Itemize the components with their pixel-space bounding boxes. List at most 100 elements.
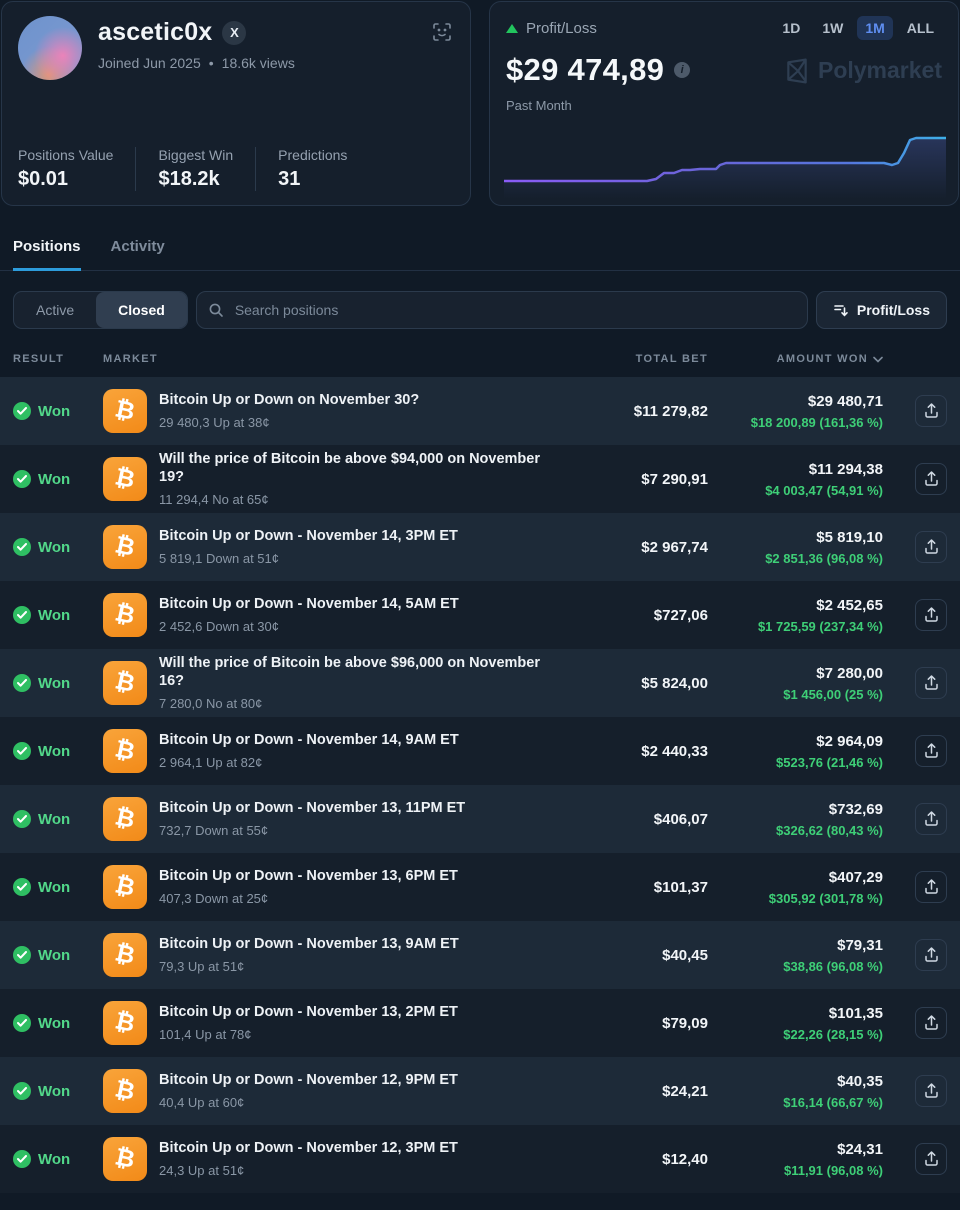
sort-descending-icon [834, 305, 848, 317]
position-row[interactable]: Won ₿ Bitcoin Up or Down on November 30?… [0, 377, 960, 445]
result-badge: Won [13, 674, 103, 692]
share-position-button[interactable] [915, 1007, 947, 1039]
market-title: Will the price of Bitcoin be above $96,0… [159, 655, 541, 689]
amount-won-value: $101,35 [828, 1004, 883, 1022]
profit-value: $11,91 (96,08 %) [783, 1162, 883, 1178]
result-label: Won [38, 470, 71, 488]
amount-won-cell: $732,69 $326,62 (80,43 %) [708, 801, 883, 838]
bitcoin-icon: ₿ [103, 797, 147, 841]
result-label: Won [38, 606, 71, 624]
search-input[interactable] [195, 291, 808, 329]
amount-won-value: $40,35 [837, 1072, 883, 1090]
result-label: Won [38, 674, 71, 692]
share-position-button[interactable] [915, 531, 947, 563]
toggle-closed-button[interactable]: Closed [96, 292, 187, 328]
total-bet-value: $2 440,33 [641, 742, 708, 760]
profit-loss-sort-button[interactable]: Profit/Loss [815, 291, 947, 329]
market-detail: 2 964,1 Up at 82¢ [159, 755, 263, 771]
col-amount-won[interactable]: AMOUNT WON [708, 353, 883, 365]
col-market: MARKET [103, 353, 158, 365]
share-position-button[interactable] [915, 939, 947, 971]
stat-biggest-win: Biggest Win $18.2k [135, 147, 255, 191]
profit-value: $326,62 (80,43 %) [776, 822, 883, 838]
bitcoin-icon: ₿ [103, 389, 147, 433]
position-row[interactable]: Won ₿ Will the price of Bitcoin be above… [0, 649, 960, 717]
position-row[interactable]: Won ₿ Bitcoin Up or Down - November 14, … [0, 513, 960, 581]
share-position-button[interactable] [915, 803, 947, 835]
market-cell: ₿ Bitcoin Up or Down - November 13, 2PM … [103, 1001, 548, 1045]
range-1m-button[interactable]: 1M [857, 16, 893, 40]
share-position-button[interactable] [915, 599, 947, 631]
total-bet-value: $12,40 [662, 1150, 708, 1168]
won-check-icon [13, 538, 31, 556]
username: ascetic0x [98, 18, 213, 46]
position-row[interactable]: Won ₿ Bitcoin Up or Down - November 13, … [0, 921, 960, 989]
positions-table-body: Won ₿ Bitcoin Up or Down on November 30?… [0, 377, 960, 1193]
views-count: 18.6k views [221, 55, 295, 71]
position-row[interactable]: Won ₿ Bitcoin Up or Down - November 14, … [0, 581, 960, 649]
filter-controls: Active Closed Profit/Loss [13, 291, 947, 329]
face-scan-icon[interactable] [432, 22, 452, 47]
share-position-button[interactable] [915, 1075, 947, 1107]
profit-value: $16,14 (66,67 %) [783, 1094, 883, 1110]
market-detail: 40,4 Up at 60¢ [159, 1095, 245, 1111]
share-position-button[interactable] [915, 395, 947, 427]
tab-positions[interactable]: Positions [13, 230, 81, 271]
chevron-down-icon [873, 356, 883, 363]
position-row[interactable]: Won ₿ Bitcoin Up or Down - November 14, … [0, 717, 960, 785]
market-cell: ₿ Bitcoin Up or Down - November 13, 9AM … [103, 933, 548, 977]
market-detail: 2 452,6 Down at 30¢ [159, 619, 279, 635]
market-cell: ₿ Bitcoin Up or Down - November 13, 6PM … [103, 865, 548, 909]
result-label: Won [38, 538, 71, 556]
position-row[interactable]: Won ₿ Bitcoin Up or Down - November 13, … [0, 853, 960, 921]
info-icon[interactable]: i [674, 62, 691, 78]
total-bet-value: $2 967,74 [641, 538, 708, 556]
position-row[interactable]: Won ₿ Bitcoin Up or Down - November 13, … [0, 785, 960, 853]
position-row[interactable]: Won ₿ Bitcoin Up or Down - November 13, … [0, 989, 960, 1057]
range-1d-button[interactable]: 1D [774, 16, 808, 40]
profile-card: ascetic0x X Joined Jun 2025 • 18.6k view… [1, 1, 471, 206]
share-position-button[interactable] [915, 735, 947, 767]
amount-won-cell: $29 480,71 $18 200,89 (161,36 %) [708, 393, 883, 430]
share-upload-icon [924, 743, 938, 758]
bitcoin-icon: ₿ [103, 661, 147, 705]
market-title: Bitcoin Up or Down on November 30? [159, 391, 420, 408]
position-row[interactable]: Won ₿ Bitcoin Up or Down - November 12, … [0, 1125, 960, 1193]
amount-won-cell: $2 452,65 $1 725,59 (237,34 %) [708, 597, 883, 634]
result-badge: Won [13, 946, 103, 964]
market-detail: 5 819,1 Down at 51¢ [159, 551, 279, 567]
share-position-button[interactable] [915, 667, 947, 699]
bitcoin-icon: ₿ [103, 933, 147, 977]
position-row[interactable]: Won ₿ Will the price of Bitcoin be above… [0, 445, 960, 513]
tab-activity[interactable]: Activity [110, 238, 165, 255]
result-label: Won [38, 1082, 71, 1100]
share-position-button[interactable] [915, 463, 947, 495]
share-position-button[interactable] [915, 871, 947, 903]
result-label: Won [38, 878, 71, 896]
amount-won-value: $24,31 [837, 1140, 883, 1158]
profit-value: $38,86 (96,08 %) [783, 958, 883, 974]
market-detail: 11 294,4 No at 65¢ [159, 491, 269, 507]
market-title: Bitcoin Up or Down - November 12, 3PM ET [159, 1139, 458, 1156]
market-detail: 24,3 Up at 51¢ [159, 1163, 245, 1179]
result-badge: Won [13, 810, 103, 828]
stat-positions-value: Positions Value $0.01 [18, 147, 135, 191]
amount-won-cell: $5 819,10 $2 851,36 (96,08 %) [708, 529, 883, 566]
bitcoin-icon: ₿ [103, 865, 147, 909]
market-cell: ₿ Bitcoin Up or Down - November 13, 11PM… [103, 797, 548, 841]
range-1w-button[interactable]: 1W [814, 16, 851, 40]
share-position-button[interactable] [915, 1143, 947, 1175]
result-label: Won [38, 810, 71, 828]
market-detail: 101,4 Up at 78¢ [159, 1027, 252, 1043]
range-all-button[interactable]: ALL [899, 16, 942, 40]
won-check-icon [13, 470, 31, 488]
position-row[interactable]: Won ₿ Bitcoin Up or Down - November 12, … [0, 1057, 960, 1125]
result-badge: Won [13, 402, 103, 420]
x-twitter-badge[interactable]: X [222, 20, 247, 45]
pnl-value: $29 474,89 [506, 52, 665, 87]
bitcoin-icon: ₿ [103, 729, 147, 773]
share-upload-icon [924, 539, 938, 554]
toggle-active-button[interactable]: Active [14, 292, 96, 328]
share-upload-icon [924, 1015, 938, 1030]
